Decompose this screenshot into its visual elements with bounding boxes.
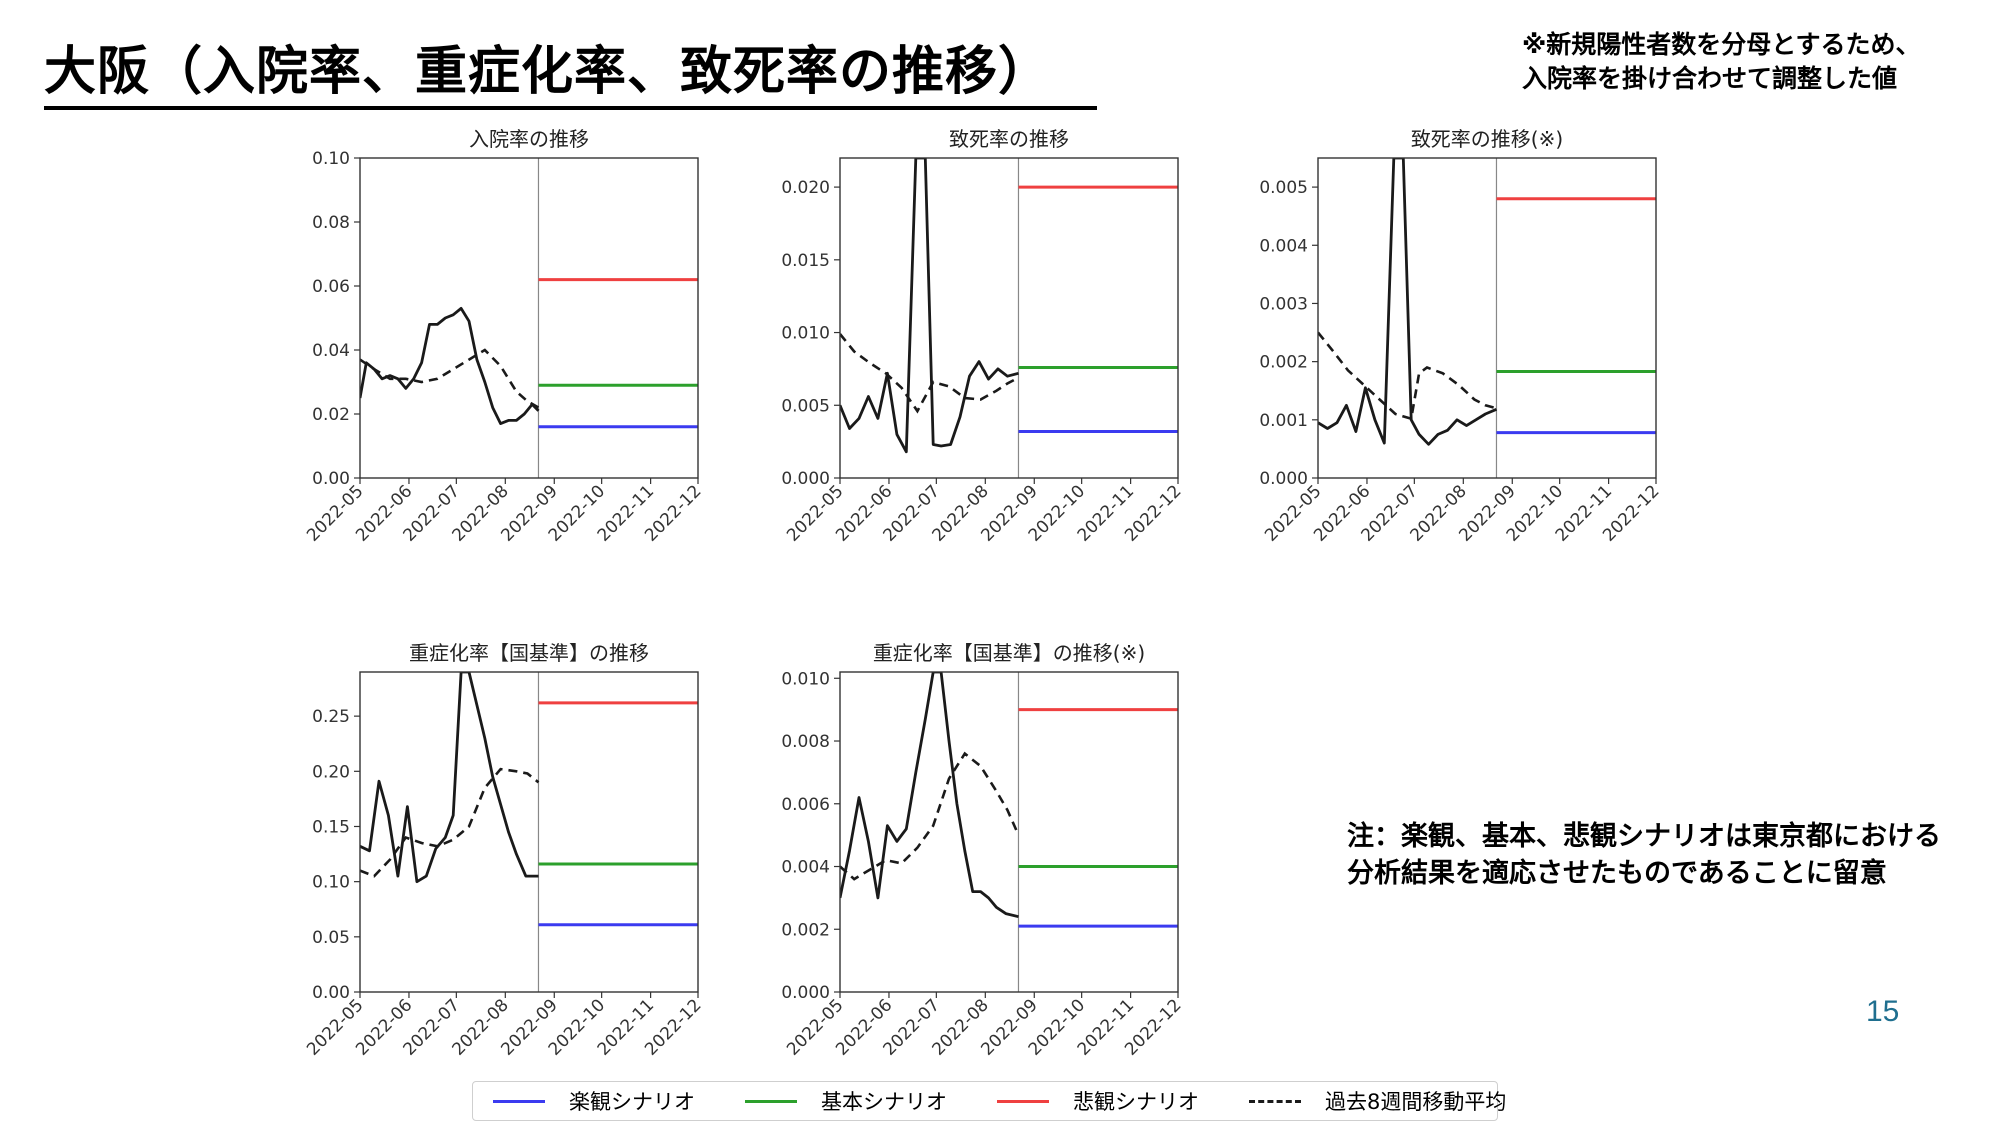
chart-title: 入院率の推移 — [469, 127, 589, 151]
chart-fatality: 致死率の推移 0.000 0.005 0.010 0.015 0.020 2022-05 20… — [760, 118, 1210, 578]
plot-frame — [359, 157, 699, 479]
y-tick-label: 0.010 — [781, 324, 830, 344]
chart-svg: 致死率の推移0.0000.0050.0100.0150.0202022-0520… — [781, 127, 1185, 546]
chart-severity-adjusted: 重症化率【国基準】の推移(※) 0.000 0.002 0.004 0.006 0.008… — [760, 632, 1210, 1092]
moving-average-line — [360, 767, 540, 878]
legend-item-pessimistic: 悲観シナリオ — [987, 1086, 1199, 1116]
y-tick-label: 0.015 — [781, 251, 830, 271]
page-number: 15 — [1866, 995, 1900, 1028]
plot-frame — [1317, 157, 1657, 479]
y-tick-label: 0.006 — [781, 795, 830, 815]
actual-rate-line — [840, 158, 1019, 454]
plot-frame — [359, 671, 699, 993]
caveat-line-2: 分析結果を適応させたものであることに留意 — [1347, 858, 1887, 889]
footnote-line-1: ※新規陽性者数を分母とするため、 — [1522, 30, 1921, 59]
footnote-line-2: 入院率を掛け合わせて調整した値 — [1522, 64, 1898, 93]
moving-average-line — [840, 333, 1020, 414]
y-tick-label: 0.08 — [312, 213, 350, 233]
y-tick-label: 0.003 — [1259, 294, 1308, 314]
legend-item-optimistic: 楽観シナリオ — [483, 1086, 695, 1116]
legend-label: 過去8週間移動平均 — [1325, 1090, 1507, 1114]
y-tick-label: 0.004 — [1259, 236, 1308, 256]
y-tick-label: 0.005 — [1259, 178, 1308, 198]
chart-svg: 重症化率【国基準】の推移0.000.050.100.150.200.252022… — [303, 641, 705, 1060]
legend-item-base: 基本シナリオ — [735, 1086, 947, 1116]
actual-rate-line — [840, 672, 1019, 919]
y-tick-label: 0.010 — [781, 669, 830, 689]
actual-rate-line — [360, 672, 539, 884]
page-title: 大阪（入院率、重症化率、致死率の推移） — [44, 38, 1098, 110]
y-tick-label: 0.000 — [781, 983, 830, 1003]
plot-frame — [839, 671, 1179, 993]
legend-item-history: 過去8週間移動平均 — [1239, 1086, 1506, 1116]
y-tick-label: 0.020 — [781, 178, 830, 198]
chart-title: 致死率の推移 — [949, 127, 1069, 151]
chart-legend: 楽観シナリオ 基本シナリオ 悲観シナリオ 過去8週間移動平均 — [472, 1081, 1506, 1121]
moving-average-line — [360, 348, 540, 409]
chart-title: 重症化率【国基準】の推移 — [409, 641, 649, 665]
legend-label: 基本シナリオ — [821, 1090, 947, 1114]
caveat-line-1: 注：楽観、基本、悲観シナリオは東京都における — [1347, 821, 1941, 852]
chart-svg: 重症化率【国基準】の推移(※) 0.000 0.002 0.004 0.006 0.008… — [781, 641, 1185, 1060]
y-tick-label: 0.005 — [781, 396, 830, 416]
y-tick-label: 0.10 — [312, 149, 350, 169]
y-tick-label: 0.15 — [312, 817, 350, 837]
y-tick-label: 0.10 — [312, 873, 350, 893]
scenario-caveat-note: 注：楽観、基本、悲観シナリオは東京都における 分析結果を適応させたものであること… — [1347, 818, 1941, 892]
y-tick-label: 0.002 — [781, 920, 830, 940]
y-tick-label: 0.004 — [781, 858, 830, 878]
actual-rate-line — [360, 306, 540, 426]
chart-title: 致死率の推移(※) — [1411, 127, 1563, 151]
moving-average-line — [1318, 331, 1497, 421]
y-tick-label: 0.000 — [781, 469, 830, 489]
legend-swatch-history — [1249, 1099, 1301, 1103]
y-tick-label: 0.04 — [312, 341, 350, 361]
y-tick-label: 0.20 — [312, 762, 350, 782]
legend-label: 楽観シナリオ — [569, 1090, 695, 1114]
y-tick-label: 0.06 — [312, 277, 350, 297]
moving-average-line — [840, 751, 1020, 881]
chart-hospitalization: 入院率の推移 0.00 0.02 0.04 0.06 0.08 0.10 2022-05 202… — [280, 118, 730, 578]
chart-title: 重症化率【国基準】の推移(※) — [873, 641, 1145, 665]
legend-swatch-base — [745, 1099, 797, 1103]
y-tick-label: 0.002 — [1259, 353, 1308, 373]
legend-label: 悲観シナリオ — [1073, 1090, 1199, 1114]
chart-svg: 致死率の推移(※)0.0000.0010.0020.0030.0040.0052… — [1259, 127, 1663, 546]
y-tick-label: 0.001 — [1259, 411, 1308, 431]
y-tick-label: 0.00 — [312, 469, 350, 489]
plot-frame — [839, 157, 1179, 479]
y-tick-label: 0.00 — [312, 983, 350, 1003]
footnote-adjusted-value: ※新規陽性者数を分母とするため、 入院率を掛け合わせて調整した値 — [1522, 28, 1921, 96]
y-tick-label: 0.02 — [312, 405, 350, 425]
actual-rate-line — [1318, 158, 1498, 446]
y-tick-label: 0.000 — [1259, 469, 1308, 489]
y-tick-label: 0.05 — [312, 928, 350, 948]
chart-svg: 入院率の推移0.000.020.040.060.080.102022-05202… — [303, 127, 705, 546]
chart-fatality-adjusted: 致死率の推移(※) 0.000 0.001 0.002 0.003 0.004 0.005 2… — [1238, 118, 1688, 578]
y-tick-label: 0.008 — [781, 732, 830, 752]
legend-swatch-pessimistic — [997, 1099, 1049, 1103]
chart-severity: 重症化率【国基準】の推移 0.00 0.05 0.10 0.15 0.20 0.25 2022… — [280, 632, 730, 1092]
legend-swatch-optimistic — [493, 1099, 545, 1103]
y-tick-label: 0.25 — [312, 707, 350, 727]
